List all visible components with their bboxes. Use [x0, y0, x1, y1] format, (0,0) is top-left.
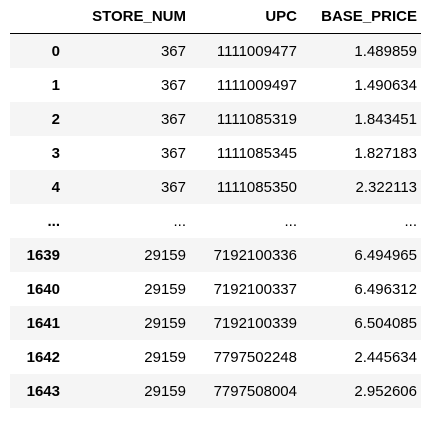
upc-cell: 1111009477: [216, 42, 297, 60]
base-price-column-header: BASE_PRICE: [301, 0, 421, 34]
base-price-cell: 2.445634: [354, 348, 417, 366]
dataframe-table: STORE_NUM UPC BASE_PRICE 0 367 1111009477 1…: [10, 0, 421, 408]
base-price-cell: ...: [404, 212, 417, 230]
row-index: 1641: [26, 314, 60, 332]
table-row: 1641 29159 7192100339 6.504085: [10, 306, 421, 340]
table-row: 1643 29159 7797508004 2.952606: [10, 374, 421, 408]
table-row: 0 367 1111009477 1.489859: [10, 33, 421, 68]
upc-cell: 7192100336: [213, 246, 297, 264]
store-num-cell: 367: [160, 110, 186, 128]
upc-cell: 1111085350: [216, 178, 297, 196]
base-price-cell: 2.952606: [354, 382, 417, 400]
row-index: 2: [51, 110, 60, 128]
base-price-cell: 1.489859: [354, 42, 417, 60]
table-row: 4 367 1111085350 2.322113: [10, 170, 421, 204]
table-body: 0 367 1111009477 1.489859 1 367 1111009497 1.49…: [10, 33, 421, 408]
table-row: 1639 29159 7192100336 6.494965: [10, 238, 421, 272]
base-price-cell: 6.496312: [354, 280, 417, 298]
store-num-cell: 29159: [144, 280, 186, 298]
store-num-cell: 29159: [144, 382, 186, 400]
row-index: 1639: [26, 246, 60, 264]
upc-cell: 7797502248: [213, 348, 297, 366]
table-row: 1642 29159 7797502248 2.445634: [10, 340, 421, 374]
upc-cell: ...: [284, 212, 297, 230]
upc-column-header: UPC: [190, 0, 301, 34]
row-index: 3: [51, 144, 60, 162]
store-num-cell: 367: [160, 144, 186, 162]
store-num-cell: 29159: [144, 314, 186, 332]
row-index: 1643: [26, 382, 60, 400]
base-price-cell: 6.494965: [354, 246, 417, 264]
store-num-cell: ...: [173, 212, 186, 230]
table-row: 1640 29159 7192100337 6.496312: [10, 272, 421, 306]
store-num-cell: 29159: [144, 348, 186, 366]
upc-cell: 7192100337: [213, 280, 297, 298]
row-index: 1642: [26, 348, 60, 366]
table-row: 2 367 1111085319 1.843451: [10, 102, 421, 136]
row-index: 4: [51, 178, 60, 196]
upc-cell: 1111009497: [216, 76, 297, 94]
header-row: STORE_NUM UPC BASE_PRICE: [10, 0, 421, 34]
row-index: 0: [51, 42, 60, 60]
store-num-cell: 367: [160, 76, 186, 94]
upc-cell: 7192100339: [213, 314, 297, 332]
upc-cell: 1111085345: [216, 144, 297, 162]
table-header: STORE_NUM UPC BASE_PRICE: [10, 0, 421, 34]
store-num-column-header: STORE_NUM: [64, 0, 190, 34]
upc-cell: 1111085319: [216, 110, 297, 128]
base-price-cell: 1.490634: [354, 76, 417, 94]
store-num-cell: 29159: [144, 246, 186, 264]
table-row: 1 367 1111009497 1.490634: [10, 68, 421, 102]
table-row: ............: [10, 204, 421, 238]
store-num-cell: 367: [160, 42, 186, 60]
upc-cell: 7797508004: [213, 382, 297, 400]
index-column-header: [10, 0, 64, 34]
store-num-cell: 367: [160, 178, 186, 196]
table-row: 3 367 1111085345 1.827183: [10, 136, 421, 170]
base-price-cell: 1.827183: [354, 144, 417, 162]
row-index: ...: [47, 212, 60, 230]
base-price-cell: 2.322113: [355, 178, 417, 196]
base-price-cell: 1.843451: [354, 110, 417, 128]
base-price-cell: 6.504085: [354, 314, 417, 332]
row-index: 1640: [26, 280, 60, 298]
row-index: 1: [51, 76, 60, 94]
